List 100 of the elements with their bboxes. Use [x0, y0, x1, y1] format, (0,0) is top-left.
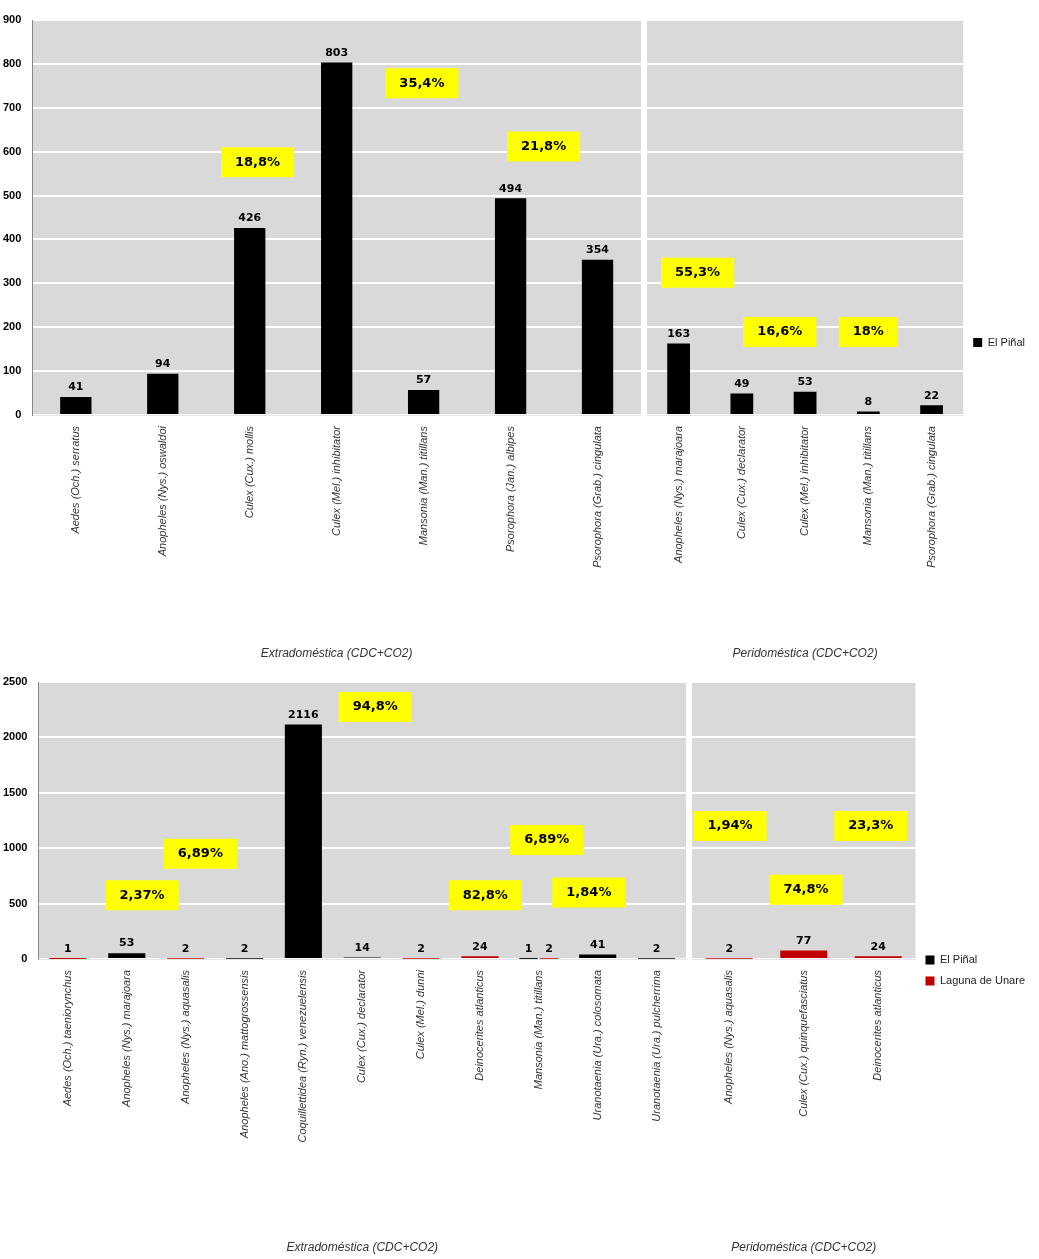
- annotation: 21,8%: [521, 137, 567, 153]
- x-tick-label: Culex (Cux.) mollis: [242, 425, 255, 519]
- x-tick-label: Psorophora (Grab.) cingulata: [924, 426, 937, 568]
- data-label: 49: [734, 376, 750, 390]
- bar: [667, 343, 690, 414]
- data-label: 2116: [288, 707, 320, 721]
- data-label: 57: [415, 373, 432, 387]
- data-label: 354: [586, 242, 610, 256]
- data-label: 1: [524, 942, 533, 956]
- annotation: 74,8%: [783, 881, 829, 897]
- y-tick-label: 400: [2, 232, 22, 245]
- y-tick-label: 2500: [2, 675, 28, 688]
- data-label: 2: [725, 942, 734, 956]
- annotation: 6,89%: [524, 831, 570, 847]
- legend-label: El Piñal: [987, 335, 1025, 348]
- x-tick-label: Deinocerites atlanticus: [871, 969, 884, 1081]
- annotation: 1,94%: [707, 817, 753, 833]
- data-label: 53: [797, 375, 813, 389]
- bar: [581, 259, 614, 414]
- annotation: 35,4%: [399, 74, 445, 90]
- annotation: 18%: [852, 323, 884, 339]
- x-tick-label: Aedes (Och.) serratus: [68, 425, 81, 535]
- bar: [407, 389, 440, 414]
- x-tick-label: Anopheles (Nys.) marajoara: [119, 970, 132, 1108]
- y-tick-label: 900: [2, 13, 22, 26]
- bar: [108, 953, 146, 958]
- x-tick-label: Mansonia (Man.) titillans: [416, 425, 429, 546]
- y-tick-label: 800: [2, 56, 22, 69]
- x-tick-label: Mansonia (Man.) titillans: [531, 969, 544, 1090]
- legend-label: Laguna de Unare: [939, 974, 1025, 987]
- bar: [321, 62, 353, 414]
- y-tick-label: 500: [2, 188, 22, 201]
- x-tick-label: Anopheles (Nys.) oswaldoi: [155, 425, 168, 558]
- x-tick-label: Culex (Mel.) dunni: [414, 969, 427, 1060]
- x-tick-label: Anopheles (Nys.) aquasalis: [178, 969, 191, 1105]
- y-tick-label: 300: [2, 276, 22, 289]
- legend-label: El Piñal: [939, 953, 978, 966]
- annotation: 94,8%: [352, 698, 398, 714]
- x-axis-title: Extradoméstica (CDC+CO2): [260, 646, 413, 661]
- data-label: 53: [119, 936, 135, 950]
- bar: [284, 724, 322, 958]
- data-label: 1: [64, 942, 72, 956]
- annotation: 2,37%: [119, 886, 165, 902]
- data-label: 77: [796, 933, 812, 947]
- data-label: 494: [499, 181, 523, 195]
- annotation: 23,3%: [848, 817, 894, 833]
- y-tick-label: 1000: [2, 841, 28, 854]
- x-tick-label: Culex (Cux.) declarator: [355, 968, 368, 1084]
- data-label: 2: [652, 942, 661, 956]
- y-tick-label: 1500: [2, 785, 28, 798]
- data-label: 94: [155, 357, 171, 371]
- x-tick-label: Culex (Cux.) quinquefasciatus: [796, 969, 809, 1117]
- y-tick-label: 700: [2, 100, 22, 113]
- data-label: 22: [923, 388, 940, 402]
- data-label: 14: [354, 940, 371, 954]
- x-tick-label: Uranotaenia (Ura.) colosomata: [590, 970, 603, 1121]
- annotation: 1,84%: [566, 883, 612, 899]
- x-tick-label: Coquillettidea (Ryn.) venezuelensis: [296, 969, 309, 1143]
- x-tick-label: Culex (Mel.) inhibitator: [329, 424, 342, 537]
- x-tick-label: Culex (Cux.) declarator: [734, 424, 747, 540]
- data-label: 426: [238, 211, 262, 225]
- data-label: 163: [667, 326, 691, 340]
- y-tick-label: 0: [21, 952, 28, 965]
- x-tick-label: Deinocerites atlanticus: [473, 969, 486, 1081]
- x-tick-label: Anopheles (Nys.) marajoara: [671, 426, 684, 564]
- y-tick-label: 200: [2, 320, 22, 333]
- y-tick-label: 100: [2, 364, 22, 377]
- bar: [579, 954, 617, 958]
- y-tick-label: 500: [9, 896, 28, 909]
- y-tick-label: 0: [15, 408, 22, 421]
- bar: [60, 397, 92, 414]
- x-tick-label: Aedes (Och.) taeniorynchus: [60, 969, 73, 1108]
- data-label: 8: [864, 394, 873, 408]
- x-tick-label: Anopheles (Ano.) mattogrossensis: [237, 969, 250, 1140]
- x-tick-label: Uranotaenia (Ura.) pulcherrima: [649, 970, 662, 1122]
- bar: [494, 198, 527, 414]
- x-tick-label: Psorophora (Grab.) cingulata: [590, 426, 603, 568]
- x-tick-label: Mansonia (Man.) titillans: [861, 425, 874, 546]
- bar: [856, 411, 880, 414]
- data-label: 2: [240, 942, 249, 956]
- x-tick-label: Culex (Mel.) inhibitator: [798, 424, 811, 537]
- bar: [234, 228, 266, 414]
- annotation: 16,6%: [757, 323, 803, 339]
- data-label: 2: [181, 942, 190, 956]
- x-tick-label: Psorophora (Jan.) albipes: [503, 425, 516, 552]
- data-label: 2: [417, 942, 425, 956]
- x-axis-title: Peridoméstica (CDC+CO2): [731, 1240, 877, 1255]
- data-label: 41: [590, 937, 606, 951]
- bar: [793, 391, 817, 414]
- x-axis-title: Extradoméstica (CDC+CO2): [286, 1240, 439, 1255]
- annotation: 18,8%: [235, 153, 281, 169]
- data-label: 2: [545, 942, 553, 956]
- bar: [730, 393, 754, 414]
- annotation: 82,8%: [462, 886, 508, 902]
- bar: [920, 405, 943, 414]
- annotation: 55,3%: [675, 264, 721, 280]
- bar: [147, 373, 179, 414]
- y-tick-label: 2000: [2, 730, 28, 743]
- data-label: 24: [472, 939, 488, 953]
- x-tick-label: Anopheles (Nys.) aquasalis: [722, 969, 735, 1105]
